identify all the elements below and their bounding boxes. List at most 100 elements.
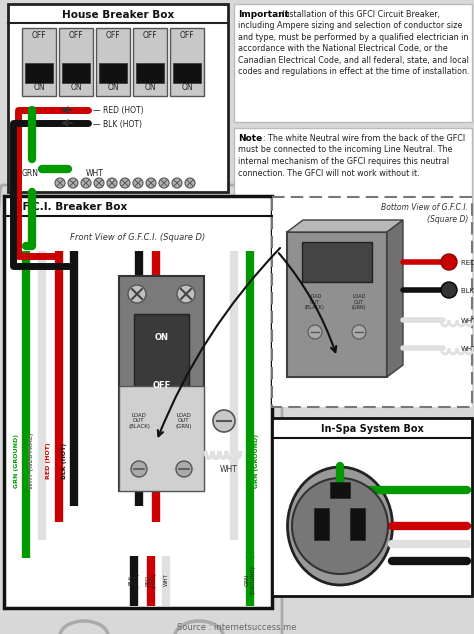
Bar bbox=[302, 242, 372, 282]
Circle shape bbox=[292, 478, 388, 574]
Bar bbox=[22, 28, 56, 96]
Text: WHT: WHT bbox=[86, 169, 104, 179]
Text: WHT: WHT bbox=[461, 318, 474, 324]
Text: Note: Note bbox=[238, 134, 262, 143]
Circle shape bbox=[441, 282, 457, 298]
Text: : The white Neutral wire from the back of the GFCI: : The white Neutral wire from the back o… bbox=[263, 134, 465, 143]
Text: GRN: GRN bbox=[22, 169, 39, 179]
Text: ON: ON bbox=[107, 84, 119, 93]
Text: RED (HOT): RED (HOT) bbox=[46, 443, 52, 479]
Text: internal mechanism of the GFCI requires this neutral: internal mechanism of the GFCI requires … bbox=[238, 157, 449, 166]
Bar bbox=[173, 63, 201, 83]
Bar bbox=[4, 196, 272, 608]
Text: OFF: OFF bbox=[32, 32, 46, 41]
Text: WHT: WHT bbox=[164, 574, 169, 586]
Bar bbox=[96, 28, 130, 96]
Circle shape bbox=[94, 178, 104, 188]
Bar bbox=[59, 28, 93, 96]
Bar bbox=[133, 28, 167, 96]
Text: must be connected to the incoming Line Neutral. The: must be connected to the incoming Line N… bbox=[238, 145, 453, 155]
Bar bbox=[272, 197, 472, 407]
Text: RED (HOT): RED (HOT) bbox=[461, 260, 474, 266]
Bar bbox=[272, 418, 472, 596]
Circle shape bbox=[55, 178, 65, 188]
Text: GRN
(GROUND): GRN (GROUND) bbox=[245, 566, 255, 595]
Circle shape bbox=[81, 178, 91, 188]
Text: House Breaker Box: House Breaker Box bbox=[62, 10, 174, 20]
Text: connection. The GFCI will not work without it.: connection. The GFCI will not work witho… bbox=[238, 169, 419, 178]
Circle shape bbox=[133, 178, 143, 188]
Text: ON: ON bbox=[181, 84, 193, 93]
Text: LOAD
OUT
(BLACK): LOAD OUT (BLACK) bbox=[305, 294, 325, 310]
Text: Canadian Electrical Code, and all federal, state, and local: Canadian Electrical Code, and all federa… bbox=[238, 56, 469, 65]
Text: LOAD
OUT
(GRN): LOAD OUT (GRN) bbox=[352, 294, 366, 310]
Bar bbox=[25, 63, 53, 83]
Bar bbox=[134, 314, 189, 404]
Bar bbox=[119, 276, 204, 491]
Text: LOAD
OUT
(GRN): LOAD OUT (GRN) bbox=[176, 413, 192, 429]
Bar bbox=[234, 4, 472, 122]
Circle shape bbox=[120, 178, 130, 188]
Bar bbox=[119, 386, 204, 491]
Text: — BLK (HOT): — BLK (HOT) bbox=[93, 119, 142, 129]
Circle shape bbox=[172, 178, 182, 188]
Text: OFF: OFF bbox=[106, 32, 120, 41]
Text: accordance with the National Electrical Code, or the: accordance with the National Electrical … bbox=[238, 44, 448, 53]
Text: Front View of G.F.C.I. (Square D): Front View of G.F.C.I. (Square D) bbox=[70, 233, 206, 242]
Bar bbox=[287, 232, 387, 377]
Text: including Ampere sizing and selection of conductor size: including Ampere sizing and selection of… bbox=[238, 22, 462, 30]
Circle shape bbox=[185, 178, 195, 188]
Circle shape bbox=[308, 325, 322, 339]
Text: (Square D): (Square D) bbox=[427, 214, 468, 224]
Text: BLK
(HOT): BLK (HOT) bbox=[128, 572, 139, 588]
Text: RED
(HOT): RED (HOT) bbox=[146, 572, 156, 588]
Bar bbox=[170, 28, 204, 96]
Bar bbox=[234, 128, 472, 220]
Circle shape bbox=[146, 178, 156, 188]
Text: ON: ON bbox=[144, 84, 156, 93]
Circle shape bbox=[68, 178, 78, 188]
Text: GRN (GROUND): GRN (GROUND) bbox=[15, 434, 19, 488]
Bar bbox=[99, 63, 127, 83]
Text: OFF: OFF bbox=[143, 32, 157, 41]
Polygon shape bbox=[387, 220, 403, 377]
Circle shape bbox=[107, 178, 117, 188]
Circle shape bbox=[177, 285, 195, 303]
Text: ON: ON bbox=[70, 84, 82, 93]
Bar bbox=[330, 482, 350, 498]
Text: OFF: OFF bbox=[180, 32, 194, 41]
Circle shape bbox=[213, 410, 235, 432]
Circle shape bbox=[131, 461, 147, 477]
Text: Source : internetsuccess.me: Source : internetsuccess.me bbox=[177, 623, 297, 631]
Circle shape bbox=[441, 254, 457, 270]
Text: WHT (NEUTRAL): WHT (NEUTRAL) bbox=[29, 433, 35, 489]
Text: BLK (HOT): BLK (HOT) bbox=[461, 288, 474, 294]
Text: ON: ON bbox=[33, 84, 45, 93]
Text: : Installation of this GFCI Circuit Breaker,: : Installation of this GFCI Circuit Brea… bbox=[277, 10, 440, 19]
Circle shape bbox=[159, 178, 169, 188]
Bar bbox=[62, 63, 90, 83]
Bar bbox=[136, 63, 164, 83]
Text: Bottom View of G.F.C.I.: Bottom View of G.F.C.I. bbox=[381, 202, 468, 212]
Text: G.F.C.I. Breaker Box: G.F.C.I. Breaker Box bbox=[10, 202, 127, 212]
Text: Important: Important bbox=[238, 10, 289, 19]
Text: ON: ON bbox=[155, 333, 168, 342]
Text: codes and regulations in effect at the time of installation.: codes and regulations in effect at the t… bbox=[238, 67, 470, 77]
Circle shape bbox=[352, 325, 366, 339]
Text: — RED (HOT): — RED (HOT) bbox=[93, 107, 144, 115]
Text: OFF: OFF bbox=[69, 32, 83, 41]
Circle shape bbox=[176, 461, 192, 477]
Text: OFF: OFF bbox=[152, 382, 171, 391]
Bar bbox=[314, 508, 329, 540]
Bar bbox=[350, 508, 365, 540]
Polygon shape bbox=[287, 220, 403, 232]
Circle shape bbox=[128, 285, 146, 303]
Text: and type, must be performed by a qualified electrician in: and type, must be performed by a qualifi… bbox=[238, 33, 468, 42]
Text: WHT: WHT bbox=[220, 465, 238, 474]
Text: BLK (HOT): BLK (HOT) bbox=[63, 443, 67, 479]
Ellipse shape bbox=[288, 467, 392, 585]
Text: WHT: WHT bbox=[461, 346, 474, 352]
Text: In-Spa System Box: In-Spa System Box bbox=[320, 424, 423, 434]
Text: LOAD
OUT
(BLACK): LOAD OUT (BLACK) bbox=[128, 413, 150, 429]
Bar bbox=[8, 4, 228, 192]
